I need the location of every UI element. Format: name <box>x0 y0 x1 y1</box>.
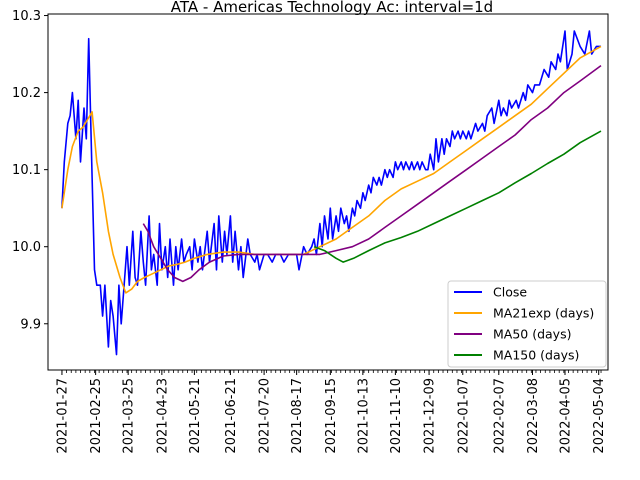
y-tick-label: 10.1 <box>12 163 41 178</box>
x-axis: 2021-01-27 2021-02-25 2021-03-25 2021-04-23… <box>55 370 607 454</box>
legend: Close MA21exp (days) MA50 (days) MA150 (day… <box>447 280 607 368</box>
x-tick-label: 2021-12-09 <box>423 378 438 454</box>
legend-label-3: MA150 (days) <box>493 348 579 363</box>
plot-lines <box>61 30 602 356</box>
series-line-1 <box>61 45 602 294</box>
x-tick-label: 2021-01-27 <box>55 378 70 454</box>
x-tick-label: 2021-11-10 <box>389 378 404 454</box>
y-tick-label: 9.9 <box>20 317 41 332</box>
x-tick-label: 2021-05-21 <box>188 378 203 454</box>
x-tick-label: 2021-10-13 <box>356 378 371 454</box>
legend-label-2: MA50 (days) <box>493 327 571 342</box>
series-line-0 <box>61 30 601 356</box>
y-tick-label: 10.3 <box>12 9 41 24</box>
x-tick-label: 2021-09-15 <box>324 378 339 454</box>
legend-label-1: MA21exp (days) <box>493 306 594 321</box>
x-tick-label: 2022-03-08 <box>526 378 541 454</box>
y-axis: 9.9 10.0 10.1 10.2 10.3 <box>12 9 48 332</box>
x-tick-label: 2022-04-05 <box>559 378 574 454</box>
x-tick-label: 2021-06-21 <box>224 378 239 454</box>
x-tick-label: 2021-04-23 <box>155 378 170 454</box>
chart-title: ATA - Americas Technology Ac: interval=1… <box>171 0 493 16</box>
x-tick-label: 2021-08-17 <box>290 378 305 454</box>
x-tick-label: 2022-05-04 <box>592 378 607 454</box>
x-tick-label: 2021-02-25 <box>89 378 104 454</box>
plot-frame <box>47 13 609 371</box>
x-tick-label: 2021-07-20 <box>258 378 273 454</box>
legend-box <box>447 280 607 368</box>
x-tick-label: 2022-02-07 <box>492 378 507 454</box>
series-line-3 <box>313 130 602 263</box>
legend-label-0: Close <box>493 285 527 300</box>
x-tick-label: 2022-01-07 <box>456 378 471 454</box>
x-tick-label: 2021-03-25 <box>122 378 137 454</box>
y-tick-label: 10.0 <box>12 240 41 255</box>
y-tick-label: 10.2 <box>12 86 41 101</box>
